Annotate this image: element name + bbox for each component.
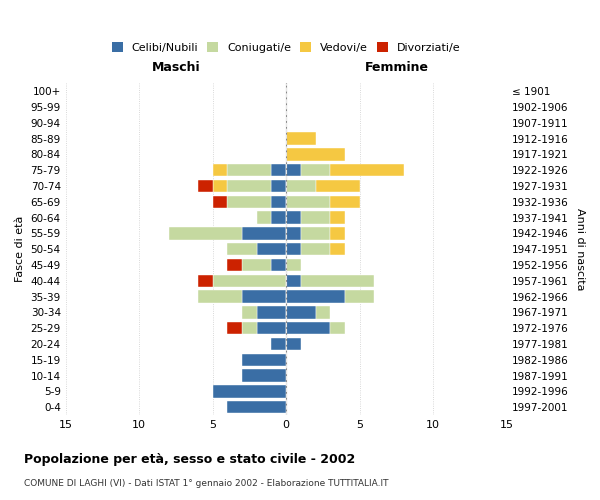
Bar [286,243,301,256]
Bar [286,338,301,350]
Bar [227,322,242,334]
Bar [316,306,331,318]
Bar [286,290,345,303]
Text: Maschi: Maschi [152,61,200,74]
Bar [331,196,360,208]
Bar [242,306,257,318]
Bar [331,164,404,176]
Bar [198,180,212,192]
Bar [286,164,301,176]
Bar [345,290,374,303]
Bar [242,370,286,382]
Bar [212,196,227,208]
Bar [198,290,242,303]
Bar [271,212,286,224]
Bar [301,164,331,176]
Y-axis label: Anni di nascita: Anni di nascita [575,208,585,290]
Text: Femmine: Femmine [364,61,428,74]
Bar [271,196,286,208]
Bar [286,306,316,318]
Bar [286,148,345,160]
Bar [301,228,331,239]
Bar [257,212,271,224]
Bar [242,354,286,366]
Bar [242,259,271,271]
Bar [242,228,286,239]
Bar [257,322,286,334]
Bar [212,386,286,398]
Bar [331,212,345,224]
Bar [331,322,345,334]
Bar [286,212,301,224]
Bar [257,306,286,318]
Bar [257,243,286,256]
Bar [331,243,345,256]
Bar [286,132,316,145]
Bar [271,180,286,192]
Bar [271,164,286,176]
Bar [227,243,257,256]
Bar [227,196,271,208]
Bar [212,164,227,176]
Text: COMUNE DI LAGHI (VI) - Dati ISTAT 1° gennaio 2002 - Elaborazione TUTTITALIA.IT: COMUNE DI LAGHI (VI) - Dati ISTAT 1° gen… [24,479,389,488]
Bar [331,228,345,239]
Bar [227,259,242,271]
Bar [271,259,286,271]
Bar [286,196,331,208]
Bar [212,274,286,287]
Legend: Celibi/Nubili, Coniugati/e, Vedovi/e, Divorziati/e: Celibi/Nubili, Coniugati/e, Vedovi/e, Di… [112,42,461,53]
Bar [286,228,301,239]
Bar [286,259,301,271]
Bar [242,322,257,334]
Bar [227,164,271,176]
Bar [212,180,227,192]
Bar [301,274,374,287]
Text: Popolazione per età, sesso e stato civile - 2002: Popolazione per età, sesso e stato civil… [24,452,355,466]
Bar [242,290,286,303]
Bar [271,338,286,350]
Bar [286,322,331,334]
Bar [286,274,301,287]
Bar [316,180,360,192]
Bar [227,401,286,413]
Bar [301,243,331,256]
Y-axis label: Fasce di età: Fasce di età [15,216,25,282]
Bar [169,228,242,239]
Bar [198,274,212,287]
Bar [301,212,331,224]
Bar [286,180,316,192]
Bar [227,180,271,192]
